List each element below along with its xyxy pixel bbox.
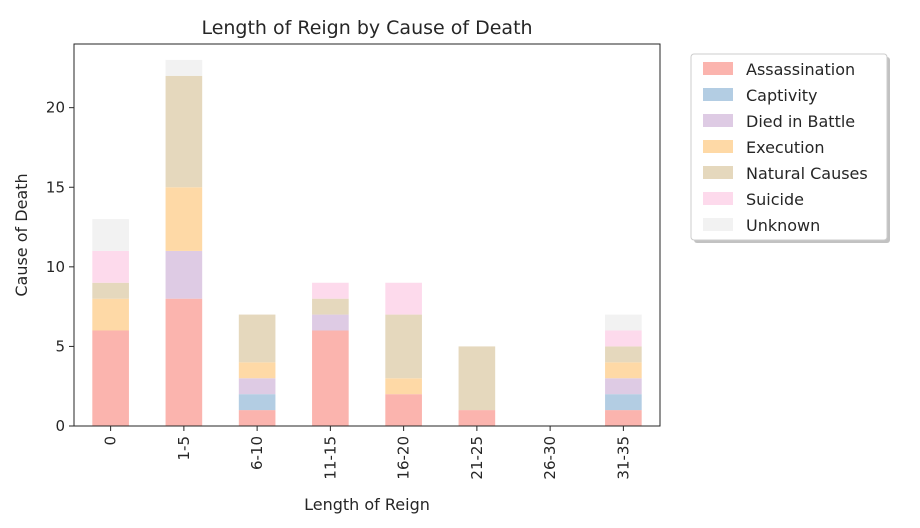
bar-assassination-11-15 [312, 330, 349, 426]
x-tick-label: 1-5 [175, 436, 193, 461]
bar-suicide-16-20 [385, 282, 422, 315]
bar-natural-causes-16-20 [385, 314, 422, 379]
bar-suicide-31-35 [605, 330, 642, 347]
bar-died-in-battle-6-10 [238, 378, 276, 395]
legend-box [690, 53, 888, 241]
bar-assassination-16-20 [385, 394, 422, 426]
legend-swatch-natural-causes [703, 166, 733, 179]
legend-swatch-assassination [703, 62, 733, 75]
legend-swatch-suicide [703, 192, 733, 205]
bar-execution-31-35 [605, 362, 642, 379]
bar-died-in-battle-11-15 [312, 314, 349, 331]
bar-execution-1-5 [165, 187, 203, 251]
bar-execution-0 [92, 298, 129, 331]
bar-assassination-31-35 [605, 410, 642, 426]
legend-label-died-in-battle: Died in Battle [746, 112, 855, 131]
bar-natural-causes-11-15 [312, 298, 349, 315]
bar-natural-causes-31-35 [605, 346, 642, 363]
plot-frame [73, 43, 661, 427]
bar-suicide-11-15 [312, 282, 349, 299]
bar-died-in-battle-31-35 [605, 378, 642, 395]
x-tick-label: 16-20 [395, 436, 413, 480]
bar-died-in-battle-1-5 [165, 250, 203, 299]
legend-swatch-captivity [703, 88, 733, 101]
legend-label-execution: Execution [746, 138, 825, 157]
bars-layer [92, 59, 642, 426]
x-tick-label: 31-35 [614, 436, 632, 480]
x-tick-label: 11-15 [321, 436, 339, 480]
bar-natural-causes-1-5 [165, 75, 203, 188]
bar-assassination-0 [92, 330, 129, 426]
bar-unknown-31-35 [605, 314, 642, 331]
y-tick-label: 15 [46, 178, 65, 196]
y-axis-title: Cause of Death [12, 173, 31, 296]
legend-swatch-execution [703, 140, 733, 153]
bar-assassination-6-10 [238, 410, 276, 426]
legend-label-captivity: Captivity [746, 86, 818, 105]
legend-label-assassination: Assassination [746, 60, 855, 79]
x-tick-label: 0 [102, 436, 120, 446]
bar-assassination-1-5 [165, 298, 203, 426]
x-tick-label: 21-25 [468, 436, 486, 480]
x-tick-label: 26-30 [541, 436, 559, 480]
legend: Assassination Captivity Died in Battle Exec… [690, 53, 890, 243]
y-tick-label: 0 [55, 417, 65, 435]
y-axis: 0 5 10 15 20 [46, 99, 74, 435]
bar-execution-16-20 [385, 378, 422, 395]
y-tick-label: 10 [46, 258, 65, 276]
bar-assassination-21-25 [458, 410, 496, 426]
bar-natural-causes-21-25 [458, 346, 496, 411]
chart-title: Length of Reign by Cause of Death [201, 17, 532, 39]
legend-label-suicide: Suicide [746, 190, 804, 209]
bar-captivity-6-10 [238, 394, 276, 411]
legend-label-natural-causes: Natural Causes [746, 164, 868, 183]
bar-suicide-0 [92, 250, 129, 283]
x-axis-title: Length of Reign [304, 495, 430, 514]
y-tick-label: 20 [46, 99, 65, 117]
y-tick-label: 5 [55, 337, 65, 355]
bar-captivity-31-35 [605, 394, 642, 411]
bar-execution-6-10 [238, 362, 276, 379]
bar-natural-causes-6-10 [238, 314, 276, 363]
bar-natural-causes-0 [92, 282, 129, 299]
x-tick-label: 6-10 [248, 436, 266, 470]
legend-swatch-died-in-battle [703, 114, 733, 127]
x-axis: 0 1-5 6-10 11-15 16-20 21-25 26-30 31-35 [102, 426, 632, 480]
legend-swatch-unknown [703, 218, 733, 231]
legend-label-unknown: Unknown [746, 216, 820, 235]
legend-items: Assassination Captivity Died in Battle Exec… [703, 60, 868, 235]
bar-unknown-0 [92, 219, 129, 251]
bar-unknown-1-5 [165, 59, 203, 76]
